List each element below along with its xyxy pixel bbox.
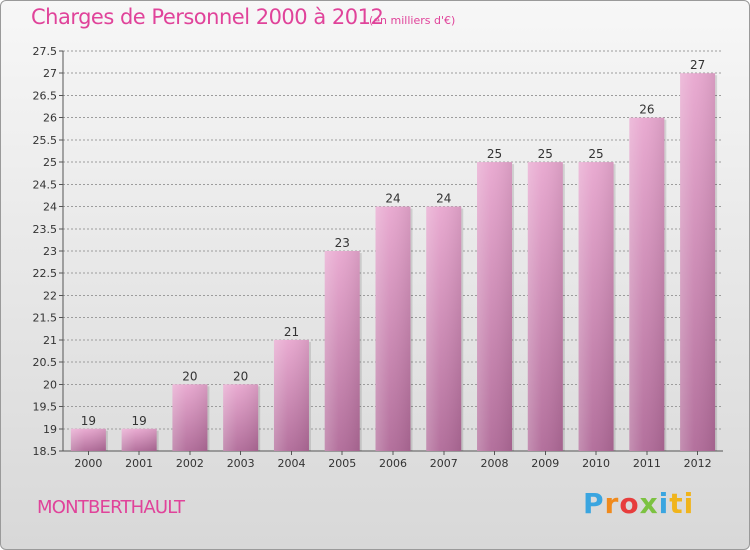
chart-subtitle: (en milliers d'€)	[369, 14, 456, 27]
y-tick-label: 25.5	[33, 134, 58, 147]
bar-highlight	[426, 206, 462, 451]
bar-highlight	[477, 162, 513, 451]
data-label: 19	[81, 414, 96, 428]
bar-highlight	[70, 428, 106, 451]
y-tick-label: 26.5	[33, 89, 58, 102]
bar-highlight	[578, 162, 614, 451]
data-label: 25	[487, 147, 502, 161]
commune-name: MONTBERTHAULT	[37, 497, 185, 518]
x-tick-label: 2000	[74, 457, 102, 470]
x-tick-label: 2010	[582, 457, 610, 470]
bar-highlight	[324, 251, 360, 451]
y-tick-label: 22.5	[33, 267, 58, 280]
logo-letter: o	[619, 487, 640, 520]
y-tick-label: 23.5	[33, 223, 58, 236]
x-tick-label: 2005	[328, 457, 356, 470]
data-label: 20	[182, 369, 197, 383]
bar-highlight	[223, 384, 259, 451]
logo-letter: x	[639, 487, 659, 520]
data-label: 27	[690, 58, 705, 72]
x-tick-label: 2008	[481, 457, 509, 470]
bar-highlight	[629, 117, 665, 452]
logo-letter: i	[658, 487, 670, 520]
proxiti-logo: Proxiti	[583, 487, 694, 520]
x-tick-label: 2004	[277, 457, 305, 470]
y-tick-label: 22	[43, 289, 57, 302]
x-tick-label: 2003	[227, 457, 255, 470]
y-tick-label: 20.5	[33, 356, 58, 369]
bar-highlight	[375, 206, 411, 451]
logo-letter: P	[583, 487, 605, 520]
bar-highlight	[172, 384, 208, 451]
bar-highlight	[273, 339, 309, 451]
x-tick-label: 2007	[430, 457, 458, 470]
data-label: 25	[538, 147, 553, 161]
data-label: 23	[335, 236, 350, 250]
y-tick-label: 19.5	[33, 401, 58, 414]
x-tick-label: 2009	[531, 457, 559, 470]
bars	[70, 73, 718, 452]
x-tick-label: 2012	[684, 457, 712, 470]
bar-highlight	[121, 428, 157, 451]
labels: 18.5 19 19.5 20 20.5 21 21.5 22 22.5 23 23.5 24 24.5…	[33, 45, 712, 470]
data-label: 20	[233, 369, 248, 383]
y-tick-label: 20	[43, 378, 57, 391]
y-tick-label: 19	[43, 423, 57, 436]
x-tick-label: 2006	[379, 457, 407, 470]
logo-letter: r	[604, 487, 620, 520]
bar-highlight	[527, 162, 563, 451]
chart-title: Charges de Personnel 2000 à 2012	[31, 5, 384, 29]
y-tick-label: 24	[43, 201, 57, 214]
y-tick-label: 27	[43, 67, 57, 80]
data-label: 24	[385, 192, 400, 206]
y-tick-label: 23	[43, 245, 57, 258]
data-label: 19	[132, 414, 147, 428]
x-tick-label: 2002	[176, 457, 204, 470]
y-tick-label: 24.5	[33, 178, 58, 191]
bar-highlight	[680, 73, 716, 451]
y-tick-label: 26	[43, 112, 57, 125]
data-label: 25	[588, 147, 603, 161]
y-tick-label: 21	[43, 334, 57, 347]
data-label: 21	[284, 325, 299, 339]
x-tick-label: 2001	[125, 457, 153, 470]
data-label: 26	[639, 103, 654, 117]
y-tick-label: 25	[43, 156, 57, 169]
logo-letter: ti	[669, 487, 695, 520]
data-label: 24	[436, 192, 451, 206]
y-tick-label: 18.5	[33, 445, 58, 458]
y-tick-label: 21.5	[33, 312, 58, 325]
y-tick-label: 27.5	[33, 45, 58, 58]
x-tick-label: 2011	[633, 457, 661, 470]
